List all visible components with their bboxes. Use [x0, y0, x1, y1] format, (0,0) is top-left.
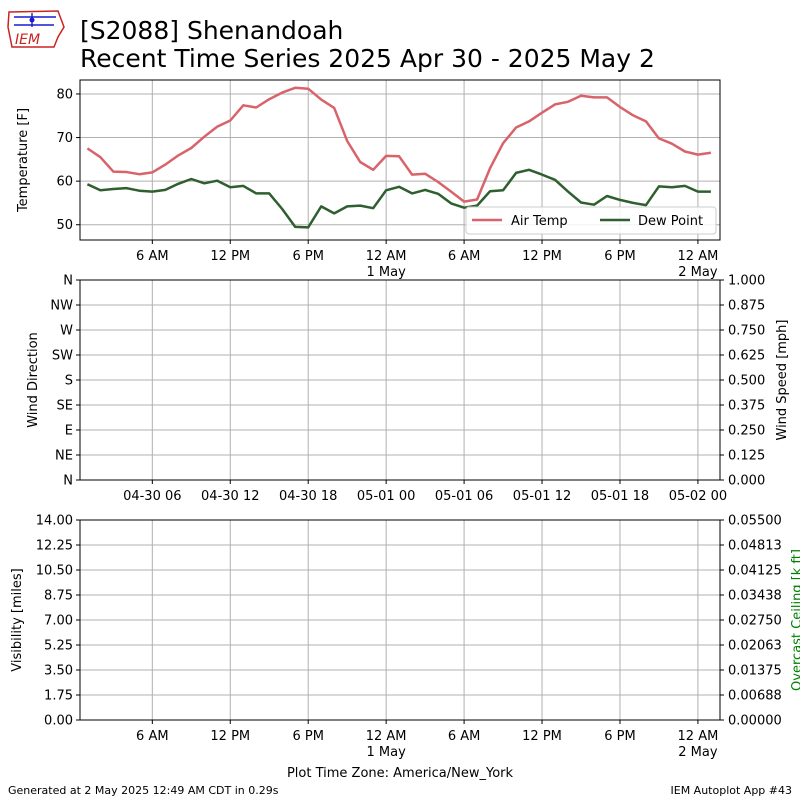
x-tick-label: 6 PM — [604, 729, 635, 744]
wind-direction-tick-label: E — [65, 424, 73, 439]
wind-direction-tick-label: S — [65, 374, 73, 389]
wind-speed-y-label: Wind Speed [mph] — [775, 320, 790, 441]
x-tick-label: 12 AM — [366, 729, 407, 744]
x-tick-label: 6 PM — [292, 729, 323, 744]
x-tick-label: 04-30 12 — [201, 489, 259, 504]
iem-logo-text: IEM — [15, 32, 40, 48]
wind-direction-y-label: Wind Direction — [26, 332, 41, 428]
visibility-panel: 0.00 1.75 3.50 5.25 7.00 8.75 10.50 12.25 14.00 0… — [10, 514, 800, 782]
wind-panel: N NE E SE S SW W NW N 0.000 0.125 0.250 0.375 0.500 0.… — [26, 274, 790, 505]
wind-speed-tick-label: 0.750 — [728, 324, 765, 339]
x-tick-label: 6 PM — [604, 249, 635, 264]
y-tick-label: 50 — [56, 218, 73, 233]
visibility-tick-label: 12.25 — [36, 539, 73, 554]
visibility-tick-label: 14.00 — [36, 514, 73, 529]
visibility-tick-label: 8.75 — [44, 589, 73, 604]
y-tick-label: 70 — [56, 131, 73, 146]
wind-speed-tick-label: 0.000 — [728, 474, 765, 489]
ceiling-tick-label: 0.02750 — [728, 614, 782, 629]
x-tick-label: 12 AM — [678, 249, 719, 264]
wind-speed-tick-label: 0.375 — [728, 399, 765, 414]
x-tick-label: 05-01 06 — [435, 489, 493, 504]
x-tick-label: 2 May — [678, 745, 718, 760]
visibility-tick-label: 10.50 — [36, 564, 73, 579]
visibility-tick-label: 0.00 — [44, 714, 73, 729]
ceiling-tick-label: 0.02063 — [728, 639, 782, 654]
x-tick-label: 6 AM — [448, 249, 481, 264]
wind-speed-tick-label: 0.125 — [728, 449, 765, 464]
x-tick-label: 12 PM — [210, 729, 250, 744]
wind-speed-tick-label: 1.000 — [728, 274, 765, 289]
x-tick-label: 1 May — [367, 745, 407, 760]
wind-speed-tick-label: 0.875 — [728, 299, 765, 314]
ceiling-tick-label: 0.05500 — [728, 514, 782, 529]
x-tick-label: 12 PM — [522, 249, 562, 264]
legend-label-air-temp: Air Temp — [511, 214, 568, 229]
wind-direction-tick-label: N — [63, 274, 73, 289]
visibility-tick-label: 5.25 — [44, 639, 73, 654]
x-tick-label: 05-01 18 — [591, 489, 649, 504]
wind-direction-tick-label: NE — [55, 449, 73, 464]
ceiling-tick-label: 0.04813 — [728, 539, 782, 554]
ceiling-tick-label: 0.00688 — [728, 689, 782, 704]
x-tick-label: 04-30 06 — [123, 489, 181, 504]
wind-direction-tick-label: N — [63, 474, 73, 489]
ceiling-tick-label: 0.04125 — [728, 564, 782, 579]
visibility-y-label: Visibility [miles] — [10, 568, 25, 671]
wind-speed-tick-label: 0.250 — [728, 424, 765, 439]
x-tick-label: 12 PM — [210, 249, 250, 264]
x-tick-label: 05-01 12 — [513, 489, 571, 504]
air-temp-line — [86, 86, 712, 203]
footer-app-text: IEM Autoplot App #43 — [670, 784, 793, 797]
ceiling-tick-label: 0.01375 — [728, 664, 782, 679]
x-tick-label: 05-02 00 — [669, 489, 727, 504]
chart-title-line-2: Recent Time Series 2025 Apr 30 - 2025 Ma… — [80, 44, 655, 73]
footer-generated-text: Generated at 2 May 2025 12:49 AM CDT in … — [8, 784, 279, 797]
visibility-tick-label: 7.00 — [44, 614, 73, 629]
ceiling-tick-label: 0.03438 — [728, 589, 782, 604]
ceiling-tick-label: 0.00000 — [728, 714, 782, 729]
wind-direction-tick-label: W — [60, 324, 73, 339]
x-tick-label: 12 PM — [522, 729, 562, 744]
iowa-outline-icon — [7, 10, 65, 48]
wind-direction-tick-label: NW — [50, 299, 73, 314]
x-tick-label: 05-01 00 — [357, 489, 415, 504]
legend: Air Temp Dew Point — [465, 206, 717, 235]
temperature-axes-frame — [79, 79, 721, 241]
dew-point-line — [86, 168, 711, 229]
ceiling-y-label: Overcast Ceiling [k ft] — [790, 549, 800, 691]
x-tick-label: 04-30 18 — [279, 489, 337, 504]
visibility-tick-label: 1.75 — [44, 689, 73, 704]
wind-direction-tick-label: SW — [52, 349, 73, 364]
y-tick-label: 80 — [56, 87, 73, 102]
legend-box — [465, 206, 717, 235]
x-tick-label: 1 May — [367, 265, 407, 280]
legend-label-dew-point: Dew Point — [638, 214, 703, 229]
x-tick-label: 6 AM — [448, 729, 481, 744]
y-tick-label: 60 — [56, 175, 73, 190]
x-tick-label: 6 AM — [136, 249, 169, 264]
wind-direction-tick-label: SE — [57, 399, 73, 414]
temperature-y-label: Temperature [F] — [16, 108, 31, 213]
x-tick-label: 12 AM — [366, 249, 407, 264]
x-axis-label: Plot Time Zone: America/New_York — [287, 766, 514, 781]
x-tick-label: 12 AM — [678, 729, 719, 744]
wind-speed-tick-label: 0.500 — [728, 374, 765, 389]
iem-logo: IEM — [7, 10, 65, 48]
visibility-tick-label: 3.50 — [44, 664, 73, 679]
x-tick-label: 6 PM — [292, 249, 323, 264]
chart-title-line-1: [S2088] Shenandoah — [80, 16, 344, 45]
wind-speed-tick-label: 0.625 — [728, 349, 765, 364]
x-tick-label: 6 AM — [136, 729, 169, 744]
x-tick-label: 2 May — [678, 265, 718, 280]
